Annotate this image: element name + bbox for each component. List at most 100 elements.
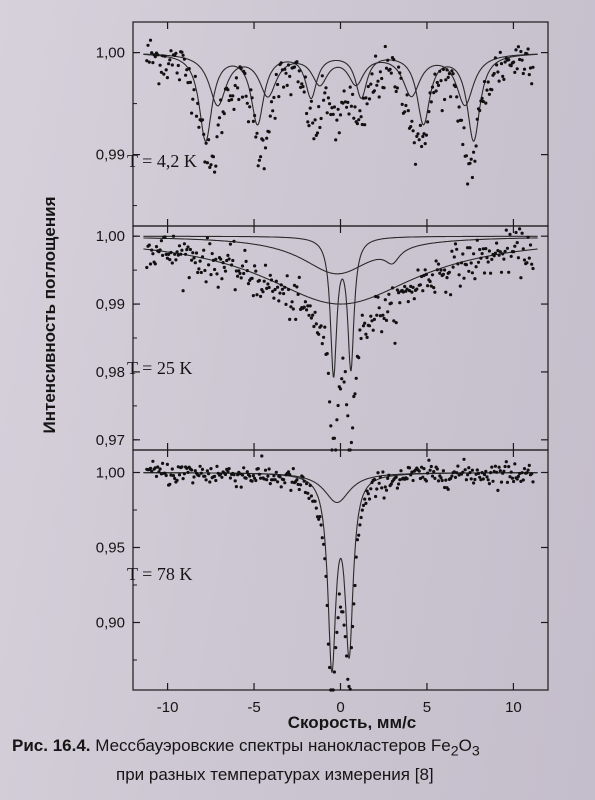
data-point (461, 252, 465, 256)
data-point (418, 283, 422, 287)
data-point (255, 131, 259, 135)
data-point (498, 250, 502, 254)
data-point (295, 285, 299, 289)
data-point (375, 487, 379, 491)
data-point (222, 265, 226, 269)
data-point (346, 677, 350, 681)
data-point (193, 469, 197, 473)
data-point (237, 269, 241, 273)
data-point (358, 523, 362, 527)
data-point (148, 466, 153, 470)
data-point (232, 473, 236, 477)
data-point (148, 262, 153, 266)
data-point (205, 236, 209, 240)
data-point (232, 239, 236, 243)
data-point (507, 465, 511, 469)
data-point (472, 150, 476, 154)
data-point (228, 94, 232, 98)
data-point (486, 260, 490, 264)
data-point (309, 316, 313, 320)
data-point (322, 335, 326, 339)
data-point (509, 470, 513, 474)
data-point (367, 97, 372, 101)
data-point (251, 119, 255, 123)
data-point (514, 230, 518, 235)
data-point (520, 231, 524, 235)
data-point (158, 467, 162, 471)
data-point (432, 470, 436, 474)
data-point (159, 472, 163, 476)
data-point (409, 125, 413, 129)
data-point (153, 466, 157, 470)
data-point (190, 468, 194, 472)
data-point (274, 72, 278, 77)
data-point (369, 314, 373, 318)
x-tick-label: 5 (423, 699, 431, 716)
data-point (438, 271, 442, 275)
data-point (516, 474, 521, 478)
data-point (323, 557, 327, 561)
data-point (423, 142, 427, 146)
data-point (418, 123, 422, 127)
data-point (279, 485, 283, 489)
data-point (343, 635, 347, 639)
data-point (393, 85, 397, 89)
data-point (265, 478, 269, 482)
data-point (215, 464, 219, 468)
data-point (420, 274, 424, 279)
data-point (462, 276, 466, 280)
data-point (171, 234, 176, 238)
data-point (309, 99, 313, 103)
data-point (370, 319, 374, 323)
data-point (294, 317, 298, 321)
data-point (377, 481, 381, 485)
data-point (306, 491, 310, 495)
data-point (263, 468, 268, 472)
data-point (403, 284, 407, 289)
data-point (365, 102, 369, 106)
data-point (168, 258, 172, 262)
data-point (284, 302, 288, 306)
data-point (397, 291, 401, 295)
data-point (151, 252, 155, 256)
data-point (501, 252, 505, 256)
data-point (227, 98, 231, 103)
data-point (320, 536, 324, 540)
data-point (424, 479, 428, 483)
panel-frame (132, 449, 549, 691)
data-point (315, 131, 320, 135)
y-tick-label: 1,00 (96, 228, 125, 245)
data-point (269, 278, 274, 282)
data-point (502, 257, 506, 261)
data-point (285, 83, 289, 87)
data-point (511, 250, 516, 254)
data-point (244, 476, 248, 480)
data-point (145, 265, 149, 270)
caption-subscript-2: 3 (471, 743, 480, 760)
data-point (390, 286, 395, 290)
data-point (214, 164, 218, 168)
data-point (381, 313, 385, 317)
data-point (526, 235, 530, 239)
data-point (146, 43, 150, 47)
data-point (324, 86, 328, 90)
data-point (194, 114, 199, 118)
data-point (440, 478, 444, 483)
data-point (357, 356, 361, 360)
data-point (267, 130, 271, 134)
data-point (284, 71, 288, 75)
data-point (291, 467, 295, 471)
data-point (307, 124, 311, 128)
data-point (291, 307, 295, 311)
data-point (318, 515, 322, 519)
data-point (495, 241, 499, 245)
data-point (230, 98, 234, 102)
data-point (366, 492, 370, 496)
data-point (182, 242, 186, 246)
data-point (261, 138, 265, 142)
data-point (355, 538, 359, 542)
data-point (435, 467, 439, 471)
data-point (502, 77, 506, 81)
data-point (199, 270, 203, 275)
